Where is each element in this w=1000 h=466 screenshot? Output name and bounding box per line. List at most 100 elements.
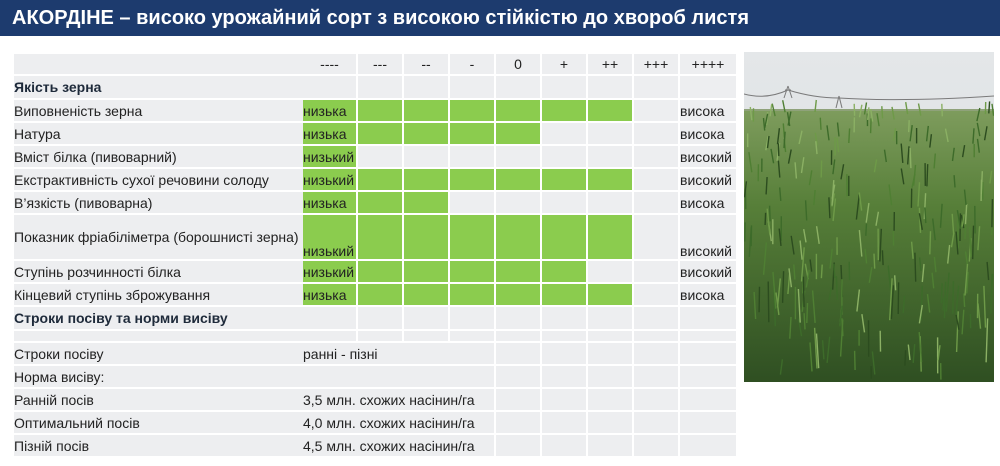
grain-stalk [779, 187, 782, 201]
rating-cell [358, 284, 404, 305]
rating-low-label: низька [303, 123, 358, 144]
grain-stalk [932, 218, 936, 241]
rating-cell [496, 169, 542, 190]
grain-stalk [793, 264, 796, 280]
grain-stalk [914, 252, 917, 282]
grain-stalk [806, 302, 809, 324]
spacer-cell [634, 331, 680, 341]
spacer-row [14, 331, 736, 341]
grain-stalk [864, 248, 868, 264]
grain-stalk [944, 128, 949, 143]
grain-stalk [815, 141, 818, 155]
grain-stalk [781, 271, 785, 303]
grain-stalk [828, 287, 833, 301]
grain-stalk [871, 351, 876, 375]
grain-stalk [766, 135, 770, 149]
grain-stalk [900, 143, 904, 163]
grain-stalk [794, 162, 798, 179]
grain-stalk [839, 305, 843, 327]
rating-cell [634, 215, 680, 259]
grain-stalk [865, 202, 870, 223]
grain-stalk [881, 106, 884, 119]
grain-stalk [961, 144, 966, 158]
rating-cell [542, 146, 588, 167]
grain-stalk [799, 240, 803, 260]
grain-stalk [991, 199, 994, 228]
empty-cell [496, 435, 542, 456]
quality-row: В’язкість (пивоварна) низька висока [14, 192, 736, 213]
rating-high-label: висока [680, 123, 736, 144]
quality-row-label: Екстрактивність сухої речовини солоду [14, 169, 303, 190]
grain-stalk [977, 303, 982, 329]
rating-cell [634, 261, 680, 282]
empty-cell [404, 307, 450, 329]
grain-stalk [910, 241, 914, 259]
empty-cell [542, 307, 588, 329]
grain-stalk [907, 146, 910, 165]
grain-stalk [963, 293, 966, 307]
empty-cell [634, 307, 680, 329]
empty-cell [588, 389, 634, 410]
empty-cell [450, 307, 496, 329]
rating-cell [588, 123, 634, 144]
empty-cell [588, 76, 634, 98]
empty-cell [542, 343, 588, 364]
quality-row-label: Виповненість зерна [14, 100, 303, 121]
rating-high-label: високий [680, 169, 736, 190]
grain-stalk [931, 272, 935, 289]
quality-row: Кінцевий ступінь зброжування низька висока [14, 284, 736, 305]
rating-cell [358, 169, 404, 190]
grain-stalk [809, 259, 813, 272]
rating-cell [450, 192, 496, 213]
grain-stalk [814, 99, 817, 113]
grain-stalk [941, 103, 943, 117]
rating-cell [450, 284, 496, 305]
grain-stalk [950, 232, 955, 248]
rating-cell [542, 284, 588, 305]
rating-cell [358, 146, 404, 167]
grain-stalk [802, 276, 805, 308]
rating-cell [496, 146, 542, 167]
empty-cell [496, 76, 542, 98]
grain-stalk [972, 128, 975, 144]
sowing-row-label: Норма висіву: [14, 366, 303, 387]
section-row-quality: Якість зерна [14, 76, 736, 98]
quality-row-label: Ступінь розчинності білка [14, 261, 303, 282]
grain-stalk [926, 294, 931, 313]
grain-stalk [888, 184, 893, 206]
grain-stalk [990, 274, 993, 314]
quality-row: Ступінь розчинності білка низький високий [14, 261, 736, 282]
rating-cell [634, 123, 680, 144]
rating-cell [404, 169, 450, 190]
rating-low-label: низька [303, 100, 358, 121]
grain-stalk [918, 213, 923, 231]
rating-cell [588, 146, 634, 167]
grain-stalk [753, 291, 757, 320]
grain-stalk [942, 297, 945, 311]
rating-cell [542, 100, 588, 121]
grain-stalk [819, 117, 822, 130]
grain-stalk [918, 332, 923, 363]
rating-cell [588, 192, 634, 213]
rating-cell [404, 284, 450, 305]
grain-stalk [782, 100, 786, 113]
grain-stalk [777, 160, 781, 178]
characteristics-table: ---- --- -- - 0 + ++ +++ ++++ Якість зер… [14, 52, 736, 458]
empty-cell [588, 366, 634, 387]
grain-stalk [811, 290, 816, 323]
grain-stalk [776, 128, 781, 145]
grain-stalk [764, 113, 769, 128]
rating-cell [450, 169, 496, 190]
empty-cell [634, 435, 680, 456]
grain-stalk [800, 157, 805, 174]
grain-stalk [870, 108, 874, 122]
quality-row: Натура низька висока [14, 123, 736, 144]
grain-stalk [983, 285, 987, 328]
grain-stalk [789, 316, 792, 339]
grain-stalk [865, 223, 868, 236]
empty-cell [404, 76, 450, 98]
empty-cell [358, 76, 404, 98]
grain-stalk [867, 107, 870, 120]
grain-stalk [951, 213, 955, 234]
rating-cell [358, 192, 404, 213]
